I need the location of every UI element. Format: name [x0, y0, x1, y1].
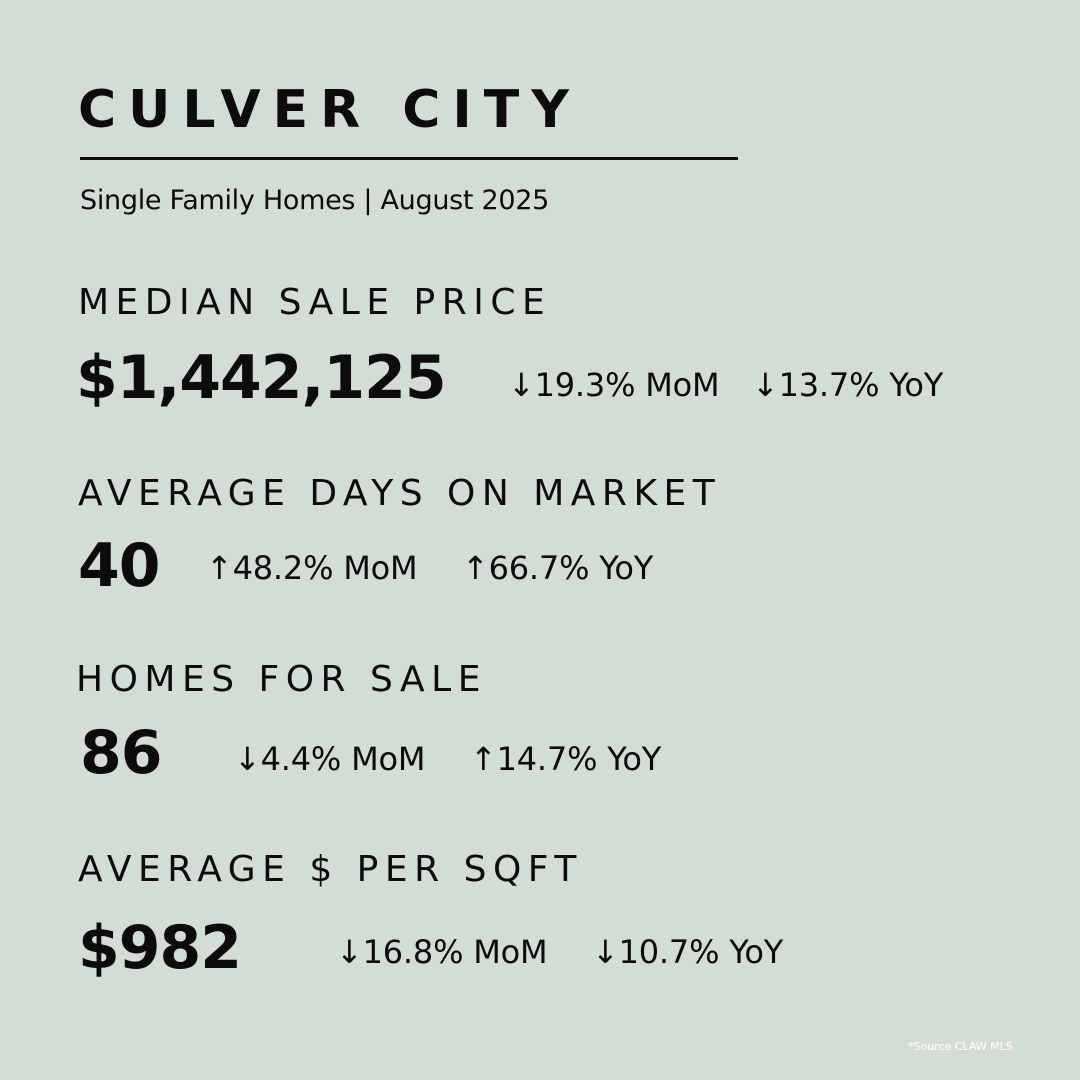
homes-for-sale-mom: ↓4.4% MoM — [234, 740, 426, 778]
average-days-on-market-yoy: ↑66.7% YoY — [462, 549, 654, 587]
average-days-on-market-value: 40 — [78, 531, 160, 601]
source-note: *Source CLAW MLS — [908, 1040, 1013, 1053]
average-price-per-sqft-value: $982 — [78, 913, 242, 983]
homes-for-sale-label: HOMES FOR SALE — [76, 659, 487, 700]
title-divider — [80, 157, 738, 160]
average-price-per-sqft-label: AVERAGE $ PER SQFT — [78, 849, 583, 890]
homes-for-sale-yoy: ↑14.7% YoY — [470, 740, 662, 778]
homes-for-sale-value: 86 — [80, 718, 162, 788]
median-sale-price-yoy: ↓13.7% YoY — [752, 366, 944, 404]
report-subtitle: Single Family Homes | August 2025 — [80, 185, 549, 216]
median-sale-price-value: $1,442,125 — [76, 343, 447, 413]
median-sale-price-mom: ↓19.3% MoM — [508, 366, 720, 404]
average-price-per-sqft-mom: ↓16.8% MoM — [336, 933, 548, 971]
median-sale-price-label: MEDIAN SALE PRICE — [78, 282, 552, 323]
average-days-on-market-label: AVERAGE DAYS ON MARKET — [78, 473, 722, 514]
city-title: CULVER CITY — [78, 80, 581, 140]
average-days-on-market-mom: ↑48.2% MoM — [206, 549, 418, 587]
average-price-per-sqft-yoy: ↓10.7% YoY — [592, 933, 784, 971]
